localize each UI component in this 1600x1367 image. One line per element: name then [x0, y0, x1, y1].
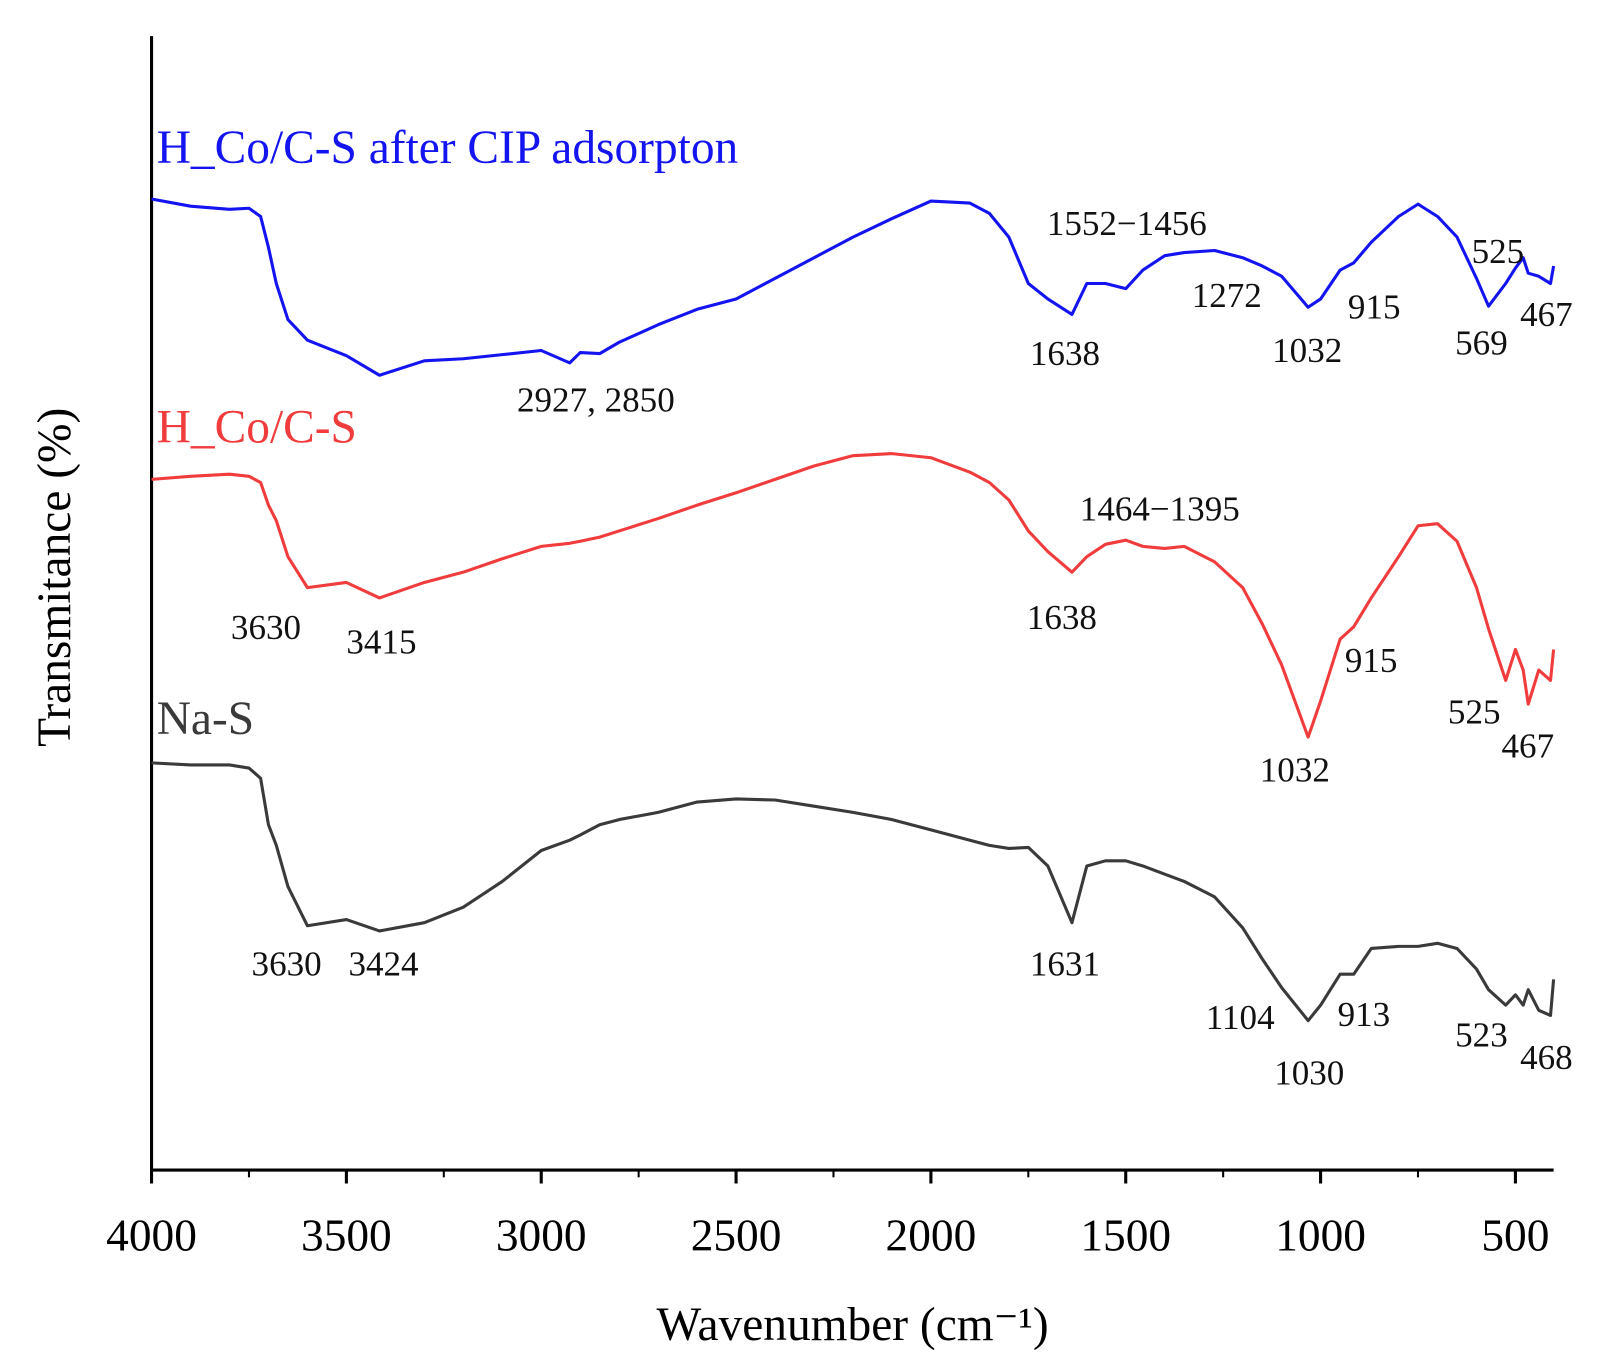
peak-annotation: 915: [1348, 288, 1401, 327]
peak-annotation: 569: [1455, 324, 1508, 363]
x-tick-label: 2000: [886, 1211, 977, 1261]
peak-annotation: 1631: [1030, 944, 1100, 983]
peak-annotation: 2927, 2850: [517, 380, 675, 419]
peak-annotation: 1030: [1274, 1054, 1344, 1093]
peak-annotation: 1032: [1260, 750, 1330, 789]
spectrum-line: [151, 452, 1556, 739]
x-tick-label: 1500: [1080, 1211, 1171, 1261]
x-tick-label: 1000: [1275, 1211, 1366, 1261]
series-label: H_Co/C-S after CIP adsorpton: [157, 122, 739, 174]
peak-annotation: 1552−1456: [1047, 204, 1207, 243]
y-axis-label: Transmitance (%): [29, 408, 81, 747]
peak-annotation: 3630: [252, 944, 322, 983]
peak-annotation: 1464−1395: [1080, 490, 1240, 529]
peak-annotation: 3415: [346, 623, 416, 662]
peak-annotation: 3630: [231, 608, 301, 647]
peak-annotation: 468: [1520, 1038, 1573, 1077]
x-tick-label: 500: [1481, 1211, 1549, 1261]
series-label: Na-S: [157, 693, 254, 745]
peak-annotation: 913: [1338, 995, 1391, 1034]
peak-annotation: 467: [1520, 295, 1573, 334]
x-tick-label: 4000: [106, 1211, 197, 1261]
peak-annotation: 1638: [1030, 334, 1100, 373]
x-tick-label: 3000: [496, 1211, 587, 1261]
peak-annotation: 525: [1448, 693, 1501, 732]
x-axis-label: Wavenumber (cm⁻¹): [657, 1299, 1049, 1351]
peak-annotation: 467: [1502, 727, 1555, 766]
series-label: H_Co/C-S: [157, 401, 357, 453]
x-tick-label: 3500: [301, 1211, 392, 1261]
peak-annotation: 915: [1345, 641, 1398, 680]
spectrum-line: [151, 761, 1556, 1023]
peak-annotation: 523: [1455, 1015, 1508, 1054]
peak-annotation: 1032: [1272, 331, 1342, 370]
peak-annotation: 1272: [1192, 276, 1262, 315]
spectrum-line: [151, 197, 1556, 377]
peak-annotation: 1638: [1027, 598, 1097, 637]
peak-annotation: 3424: [348, 944, 418, 983]
peak-annotation: 525: [1472, 232, 1525, 271]
peak-annotation: 1104: [1206, 998, 1275, 1037]
x-tick-label: 2500: [691, 1211, 782, 1261]
